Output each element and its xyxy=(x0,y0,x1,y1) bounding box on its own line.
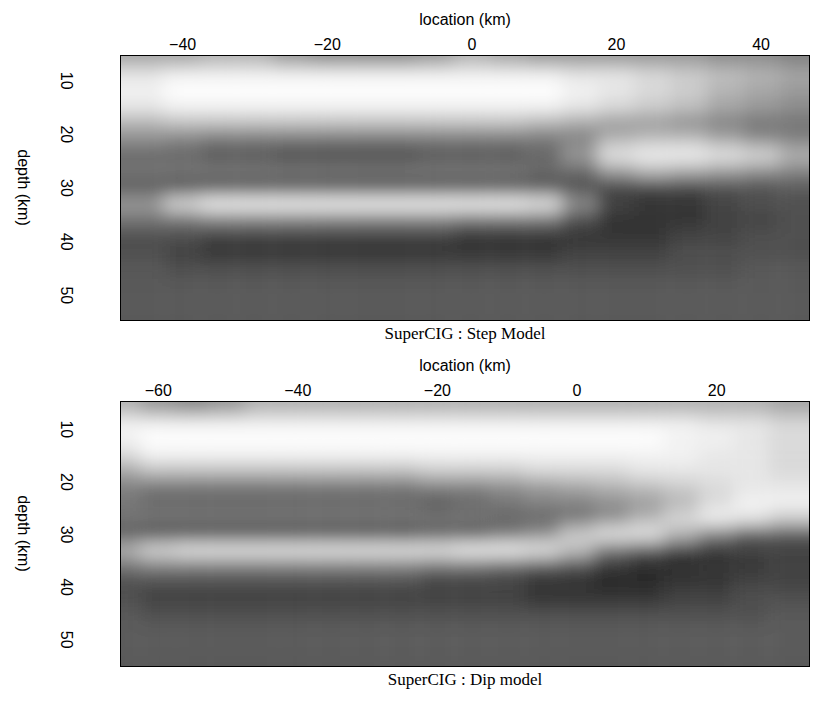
svg-text:−40: −40 xyxy=(169,36,196,53)
svg-text:50: 50 xyxy=(58,286,75,304)
svg-text:40: 40 xyxy=(752,36,770,53)
html-text:SuperCIG : Dip model: SuperCIG : Dip model xyxy=(387,670,543,689)
svg-text:0: 0 xyxy=(573,382,582,399)
svg-text:10: 10 xyxy=(58,72,75,90)
svg-text:40: 40 xyxy=(58,578,75,596)
svg-text:30: 30 xyxy=(58,526,75,544)
svg-text:50: 50 xyxy=(58,631,75,649)
svg-text:20: 20 xyxy=(608,36,626,53)
svg-text:30: 30 xyxy=(58,179,75,197)
svg-text:−20: −20 xyxy=(424,382,451,399)
svg-text:location (km): location (km) xyxy=(419,11,511,28)
svg-text:−40: −40 xyxy=(284,382,311,399)
svg-text:40: 40 xyxy=(58,233,75,251)
svg-text:20: 20 xyxy=(58,473,75,491)
svg-text:location (km): location (km) xyxy=(419,357,511,374)
svg-text:depth (km): depth (km) xyxy=(15,149,32,225)
svg-text:20: 20 xyxy=(708,382,726,399)
svg-text:10: 10 xyxy=(58,420,75,438)
svg-text:20: 20 xyxy=(58,125,75,143)
svg-text:0: 0 xyxy=(467,36,476,53)
svg-text:depth (km): depth (km) xyxy=(15,495,32,571)
svg-text:−60: −60 xyxy=(145,382,172,399)
html-text:SuperCIG : Step Model: SuperCIG : Step Model xyxy=(384,324,546,343)
svg-text:−20: −20 xyxy=(314,36,341,53)
